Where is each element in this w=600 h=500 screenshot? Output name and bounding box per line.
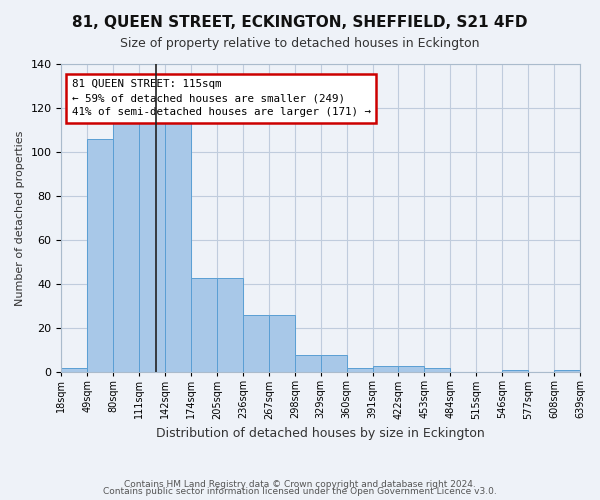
Bar	[347, 368, 373, 372]
Bar	[321, 354, 347, 372]
Bar	[398, 366, 424, 372]
Bar	[139, 124, 165, 372]
Bar	[373, 366, 398, 372]
Bar	[243, 315, 269, 372]
Bar	[191, 278, 217, 372]
Y-axis label: Number of detached properties: Number of detached properties	[15, 130, 25, 306]
Text: Contains public sector information licensed under the Open Government Licence v3: Contains public sector information licen…	[103, 487, 497, 496]
Bar	[269, 315, 295, 372]
Bar	[217, 278, 243, 372]
Bar	[502, 370, 528, 372]
Bar	[165, 124, 191, 372]
Bar	[554, 370, 580, 372]
Bar	[88, 139, 113, 372]
Text: Contains HM Land Registry data © Crown copyright and database right 2024.: Contains HM Land Registry data © Crown c…	[124, 480, 476, 489]
X-axis label: Distribution of detached houses by size in Eckington: Distribution of detached houses by size …	[157, 427, 485, 440]
Text: 81, QUEEN STREET, ECKINGTON, SHEFFIELD, S21 4FD: 81, QUEEN STREET, ECKINGTON, SHEFFIELD, …	[72, 15, 528, 30]
Text: 81 QUEEN STREET: 115sqm
← 59% of detached houses are smaller (249)
41% of semi-d: 81 QUEEN STREET: 115sqm ← 59% of detache…	[72, 80, 371, 118]
Bar	[61, 368, 88, 372]
Bar	[113, 117, 139, 372]
Bar	[424, 368, 451, 372]
Bar	[295, 354, 321, 372]
Text: Size of property relative to detached houses in Eckington: Size of property relative to detached ho…	[120, 38, 480, 51]
